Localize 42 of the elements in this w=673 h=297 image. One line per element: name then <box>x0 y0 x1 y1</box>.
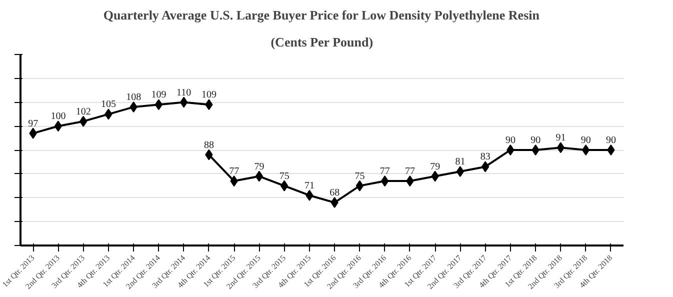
point <box>506 144 514 156</box>
data-label: 109 <box>151 90 166 101</box>
data-label: 88 <box>204 140 214 151</box>
point <box>255 170 264 182</box>
data-label: 109 <box>201 90 216 101</box>
data-label: 75 <box>354 170 365 182</box>
point <box>556 142 565 154</box>
data-label: 79 <box>430 161 440 172</box>
data-label: 77 <box>404 166 415 178</box>
data-label: 77 <box>229 166 240 178</box>
data-label: 75 <box>279 170 290 182</box>
point <box>582 144 590 156</box>
data-label: 71 <box>304 180 314 192</box>
data-label: 90 <box>580 135 591 146</box>
chart-subtitle: (Cents Per Pound) <box>270 34 374 50</box>
data-label: 91 <box>556 132 566 144</box>
data-label: 90 <box>606 135 616 146</box>
point <box>54 120 62 132</box>
data-label: 110 <box>176 87 192 98</box>
data-label: 100 <box>50 111 66 122</box>
data-label: 102 <box>76 106 91 118</box>
point <box>280 180 288 192</box>
data-label: 97 <box>28 118 38 130</box>
data-label: 90 <box>530 135 541 146</box>
point <box>456 166 464 177</box>
point <box>532 144 540 156</box>
point <box>356 180 364 192</box>
data-label: 105 <box>100 99 116 110</box>
data-label: 83 <box>480 152 490 163</box>
point <box>481 161 490 172</box>
chart-title: Quarterly Average U.S. Large Buyer Price for Low Density Polyethylene Resin <box>103 8 540 22</box>
data-label: 77 <box>380 166 390 178</box>
data-label: 79 <box>254 161 264 172</box>
data-label: 81 <box>455 156 466 168</box>
point <box>79 116 88 127</box>
point <box>180 96 188 108</box>
data-label: 68 <box>330 188 340 199</box>
point <box>380 176 389 187</box>
data-label: 90 <box>505 135 516 146</box>
point <box>154 99 163 110</box>
point <box>607 144 615 156</box>
data-label: 108 <box>126 92 142 104</box>
